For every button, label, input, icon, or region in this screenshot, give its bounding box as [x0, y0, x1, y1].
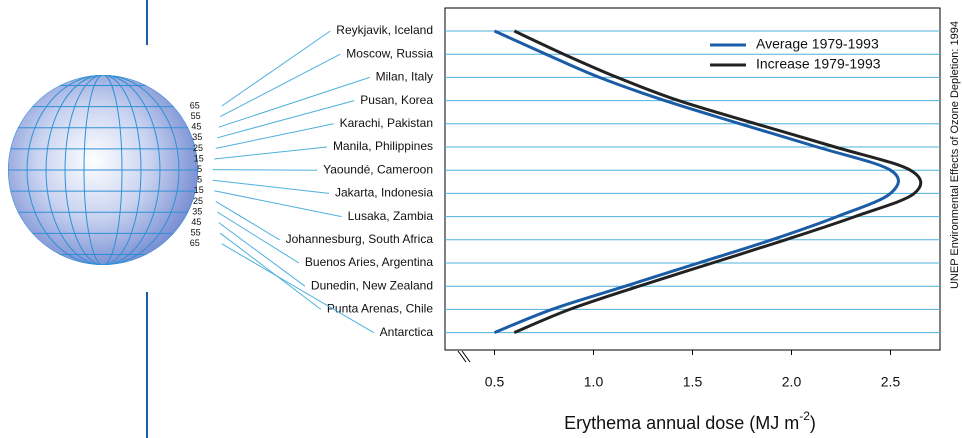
category-label: Antarctica — [380, 325, 434, 339]
latitude-label: 15 — [194, 153, 204, 163]
category-label: Dunedin, New Zealand — [311, 278, 433, 292]
category-label: Buenos Aries, Argentina — [305, 255, 433, 269]
chart: UNEP Environmental Effects of Ozone Depl… — [0, 0, 962, 438]
leader-line — [217, 101, 354, 138]
category-label: Yaoundé, Cameroon — [323, 162, 433, 176]
category-label: Pusan, Korea — [360, 93, 433, 107]
latitude-label: 15 — [194, 185, 204, 195]
category-label: Lusaka, Zambia — [348, 209, 434, 223]
latitude-label: 35 — [192, 132, 202, 142]
leader-line — [213, 180, 329, 193]
axis-break — [458, 351, 470, 362]
category-label: Punta Arenas, Chile — [327, 302, 433, 316]
source-note: UNEP Environmental Effects of Ozone Depl… — [949, 21, 961, 289]
category-label: Manila, Philippines — [333, 139, 433, 153]
category-label: Johannesburg, South Africa — [286, 232, 434, 246]
x-tick-label: 2.5 — [881, 374, 901, 390]
leader-line — [216, 124, 334, 149]
leader-line — [216, 201, 280, 239]
series-line — [495, 31, 899, 333]
x-tick-label: 1.0 — [584, 374, 604, 390]
x-tick-label: 1.5 — [683, 374, 703, 390]
category-label: Karachi, Pakistan — [340, 116, 433, 130]
legend-label: Increase 1979-1993 — [756, 56, 881, 72]
latitude-label: 5 — [197, 175, 202, 185]
latitude-label: 55 — [191, 111, 201, 121]
latitude-label: 55 — [191, 228, 201, 238]
latitude-label: 25 — [193, 196, 203, 206]
leader-line — [214, 191, 341, 217]
latitude-label: 65 — [190, 238, 200, 248]
x-axis-title: Erythema annual dose (MJ m-2) — [564, 409, 816, 433]
latitude-label: 5 — [197, 164, 202, 174]
category-label: Reykjavik, Iceland — [336, 23, 433, 37]
x-tick-label: 2.0 — [782, 374, 802, 390]
leader-line — [213, 170, 317, 171]
category-label: Moscow, Russia — [346, 46, 433, 60]
legend-label: Average 1979-1993 — [756, 36, 879, 52]
x-axis-title-suffix: ) — [810, 413, 816, 433]
latitude-label: 35 — [192, 206, 202, 216]
category-label: Jakarta, Indonesia — [335, 186, 433, 200]
category-label: Milan, Italy — [376, 70, 433, 84]
leader-line — [214, 147, 327, 159]
latitude-label: 45 — [191, 122, 201, 132]
x-axis-title-text: Erythema annual dose (MJ m — [564, 413, 799, 433]
latitude-label: 25 — [193, 143, 203, 153]
series-line — [514, 31, 920, 333]
x-tick-label: 0.5 — [485, 374, 505, 390]
x-axis-title-sup: -2 — [799, 409, 810, 423]
latitude-label: 45 — [191, 217, 201, 227]
leader-line — [222, 31, 331, 106]
latitude-label: 65 — [190, 100, 200, 110]
